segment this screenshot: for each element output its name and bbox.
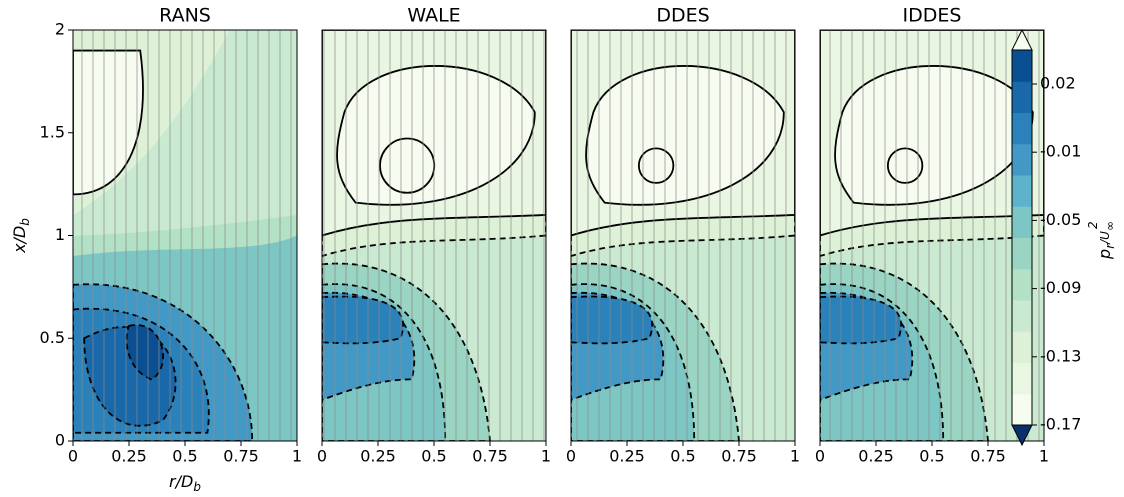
- field: [322, 30, 546, 441]
- colorbar-tick-label: -0.05: [1040, 210, 1081, 229]
- colorbar-band: [1012, 300, 1032, 332]
- field: [571, 30, 795, 441]
- streamlines: [571, 30, 795, 441]
- field: [820, 30, 1044, 441]
- colorbar-band: [1012, 112, 1032, 145]
- contour-field: [819, 29, 1045, 442]
- x-tick-label: 0.5: [919, 447, 944, 466]
- x-tick-label: 1: [790, 447, 800, 466]
- colorbar-frame: [1011, 49, 1033, 426]
- y-tick-label: 1: [55, 225, 65, 244]
- panel-title: IDDES: [903, 5, 962, 27]
- colorbar-band: [1012, 175, 1032, 207]
- x-tick-label: 0: [815, 447, 825, 466]
- label-part: p: [1095, 249, 1114, 260]
- x-tick-label: 1: [1039, 447, 1049, 466]
- streamlines: [73, 30, 297, 441]
- x-tick-label: 0.25: [111, 447, 147, 466]
- colorbar-band: [1012, 143, 1032, 176]
- x-tick-label: 0.75: [721, 447, 757, 466]
- panel-title: RANS: [159, 5, 211, 27]
- label-part: b: [193, 480, 201, 494]
- field: [73, 30, 297, 441]
- colorbar-tick-label: -0.13: [1040, 346, 1081, 365]
- colorbar-band: [1012, 393, 1032, 426]
- panel-title: WALE: [407, 5, 460, 27]
- x-axis-label: r/Db: [169, 472, 201, 494]
- colorbar-tick-label: 0.02: [1040, 74, 1076, 93]
- colorbar-band: [1012, 362, 1032, 395]
- colorbar-band: [1012, 331, 1032, 363]
- x-tick-label: 0.5: [172, 447, 197, 466]
- label-part: b: [18, 218, 32, 226]
- colorbar-label: pr/U∞2: [1086, 221, 1117, 260]
- y-tick-label: 1.5: [40, 122, 65, 141]
- x-tick-label: 0.5: [421, 447, 446, 466]
- x-tick-label: 0: [566, 447, 576, 466]
- colorbar-tick-label: -0.17: [1040, 415, 1081, 434]
- label-part: 2: [1086, 221, 1100, 229]
- y-tick-label: 2: [55, 20, 65, 39]
- label-part: ∞: [1103, 221, 1117, 231]
- panel-title: DDES: [656, 5, 709, 27]
- x-tick-label: 0: [317, 447, 327, 466]
- label-part: r/D: [169, 472, 193, 491]
- x-tick-label: 0.75: [223, 447, 259, 466]
- x-tick-label: 0.5: [670, 447, 695, 466]
- x-tick-label: 0: [68, 447, 78, 466]
- label-part: /U: [1098, 231, 1112, 245]
- x-tick-label: 0.75: [970, 447, 1006, 466]
- y-tick-label: 0.5: [40, 328, 65, 347]
- label-part: r: [1103, 243, 1117, 249]
- y-tick-label: 0: [55, 431, 65, 450]
- x-tick-label: 0.25: [360, 447, 396, 466]
- x-tick-label: 1: [292, 447, 302, 466]
- y-axis-label: x/Db: [10, 218, 32, 254]
- x-tick-label: 0.25: [858, 447, 894, 466]
- contour-field: [570, 29, 796, 442]
- x-tick-label: 0.75: [472, 447, 508, 466]
- contour-field: [321, 29, 547, 442]
- colorbar-band: [1012, 268, 1032, 301]
- colorbar-tick-label: -0.01: [1040, 142, 1081, 161]
- x-tick-label: 1: [541, 447, 551, 466]
- streamlines: [322, 30, 546, 441]
- colorbar-tick-label: -0.09: [1040, 278, 1081, 297]
- label-part: x/D: [10, 226, 29, 254]
- colorbar-band: [1012, 206, 1032, 238]
- contour-field: [72, 29, 298, 442]
- x-tick-label: 0.25: [609, 447, 645, 466]
- streamlines: [820, 30, 1044, 441]
- colorbar-band: [1012, 81, 1032, 113]
- colorbar-band: [1012, 237, 1032, 270]
- colorbar-band: [1012, 50, 1032, 82]
